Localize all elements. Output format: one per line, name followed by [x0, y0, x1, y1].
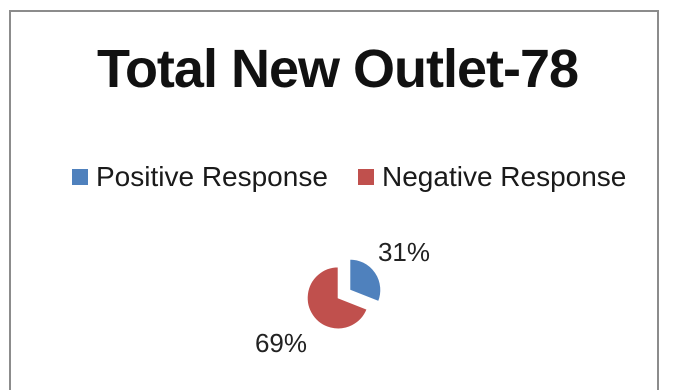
- chart-title: Total New Outlet-78: [96, 39, 579, 99]
- legend-label-positive: Positive Response: [96, 161, 328, 192]
- data-label-negative: 69%: [255, 328, 307, 358]
- pie-slice-negative: [306, 266, 368, 330]
- legend-label-negative: Negative Response: [382, 161, 627, 192]
- data-label-positive: 31%: [378, 237, 430, 267]
- pie-slice-positive: [349, 258, 382, 303]
- chart-legend: Positive Response Negative Response: [0, 160, 675, 194]
- chart-frame: [9, 10, 659, 390]
- legend-item-negative: Negative Response: [358, 160, 626, 194]
- legend-item-positive: Positive Response: [72, 160, 328, 194]
- legend-swatch-negative: [358, 169, 374, 185]
- legend-swatch-positive: [72, 169, 88, 185]
- pie-chart: 31% 69%: [255, 237, 430, 358]
